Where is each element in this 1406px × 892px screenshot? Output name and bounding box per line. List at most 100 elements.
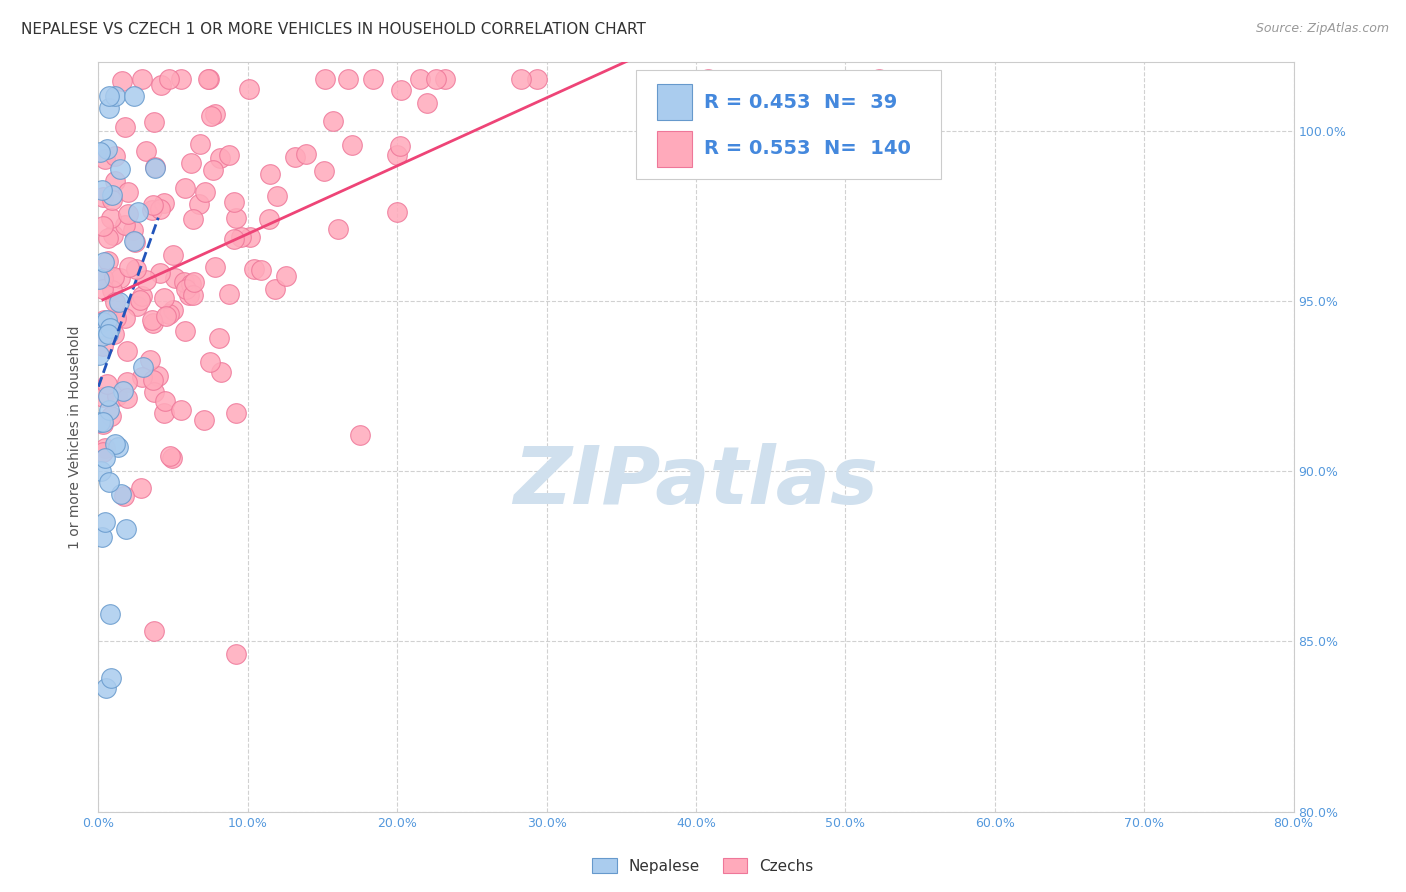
Point [129, 293, 152, 307]
Point [222, 194, 245, 209]
Point [91, 183, 114, 197]
Point [131, 370, 153, 384]
Point [93, 255, 115, 269]
Point [94, 681, 117, 695]
Point [91, 417, 114, 432]
Point [157, 72, 180, 87]
Text: Source: ZipAtlas.com: Source: ZipAtlas.com [1256, 22, 1389, 36]
Point [229, 230, 252, 244]
Text: R = 0.453  N=  39: R = 0.453 N= 39 [704, 93, 897, 112]
Point [284, 150, 307, 164]
Point [110, 271, 132, 285]
Point [142, 115, 165, 129]
Point [100, 211, 122, 226]
Point [89, 415, 111, 429]
Point [125, 299, 148, 313]
Point [127, 205, 149, 219]
Point [266, 189, 288, 203]
Point [105, 311, 128, 326]
Point [149, 202, 172, 216]
Point [117, 207, 139, 221]
Point [97, 389, 120, 403]
Point [201, 163, 224, 178]
Point [90, 530, 112, 544]
Point [238, 82, 260, 96]
Point [188, 196, 211, 211]
Point [131, 72, 153, 87]
Point [89, 272, 111, 286]
Point [218, 287, 240, 301]
Text: R = 0.553  N=  140: R = 0.553 N= 140 [704, 139, 911, 158]
Point [114, 120, 136, 134]
Point [225, 647, 247, 661]
Point [188, 137, 211, 152]
Point [97, 231, 120, 245]
Point [104, 148, 127, 162]
Point [510, 72, 533, 87]
Point [89, 348, 111, 362]
Point [526, 72, 548, 87]
Point [170, 403, 193, 417]
Point [257, 211, 280, 226]
Point [89, 145, 111, 159]
Point [204, 107, 226, 121]
Point [122, 234, 145, 248]
Point [125, 261, 148, 276]
Point [225, 211, 247, 225]
Point [388, 138, 411, 153]
Point [104, 174, 127, 188]
Point [697, 72, 720, 87]
Point [225, 406, 247, 420]
Point [218, 147, 240, 161]
Point [118, 260, 141, 274]
Point [314, 164, 336, 178]
Point [114, 310, 136, 325]
Point [322, 113, 344, 128]
Point [91, 329, 114, 343]
Point [117, 391, 139, 405]
Point [174, 324, 197, 338]
FancyBboxPatch shape [657, 130, 692, 167]
Point [177, 287, 200, 301]
Point [391, 83, 413, 97]
Point [153, 394, 176, 409]
Point [96, 313, 118, 327]
Point [152, 196, 174, 211]
Point [250, 263, 273, 277]
Point [131, 289, 153, 303]
Point [97, 326, 120, 341]
Point [209, 366, 232, 380]
Point [100, 672, 122, 686]
Legend: Nepalese, Czechs: Nepalese, Czechs [586, 852, 820, 880]
Point [100, 409, 122, 424]
Point [142, 197, 165, 211]
Point [104, 89, 127, 103]
Point [152, 291, 174, 305]
Point [107, 440, 129, 454]
Point [194, 185, 217, 199]
Point [200, 109, 222, 123]
Point [91, 219, 114, 233]
Point [157, 307, 180, 321]
Point [111, 73, 134, 87]
Point [349, 427, 371, 442]
Point [141, 203, 163, 218]
Point [93, 313, 115, 327]
Point [146, 369, 169, 384]
Point [91, 415, 114, 429]
Point [97, 102, 120, 116]
Point [208, 331, 231, 345]
Point [159, 449, 181, 463]
Point [91, 270, 114, 285]
FancyBboxPatch shape [637, 70, 941, 178]
Point [198, 72, 221, 87]
Point [160, 451, 183, 466]
Point [243, 261, 266, 276]
Point [142, 373, 165, 387]
Point [112, 489, 135, 503]
Point [94, 441, 117, 455]
Point [103, 270, 125, 285]
Point [143, 160, 166, 174]
Point [135, 273, 157, 287]
Text: ZIPatlas: ZIPatlas [513, 443, 879, 521]
